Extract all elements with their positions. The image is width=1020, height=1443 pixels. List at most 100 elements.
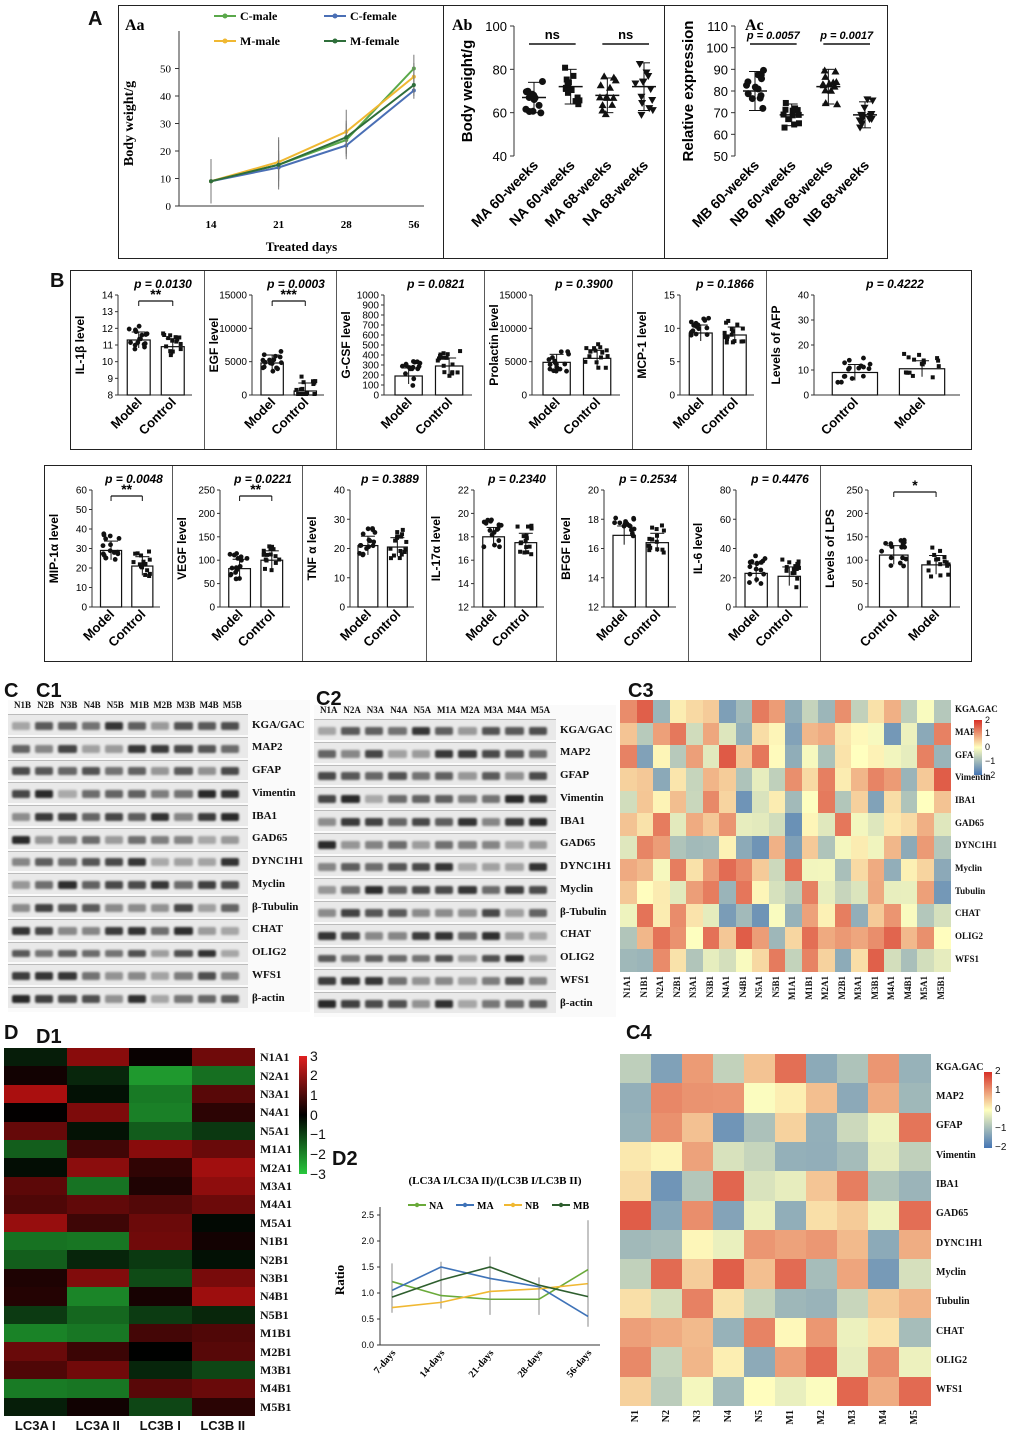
- heatmap-cell: [4, 1324, 67, 1343]
- heatmap-cell: [735, 881, 753, 905]
- heatmap-scale-label: −2: [310, 1145, 326, 1162]
- B-GCSF-ytick-label: 200: [362, 371, 379, 382]
- blot-band: [58, 721, 77, 730]
- heatmap-cell: [868, 1347, 900, 1378]
- heatmap-scale-label: −3: [310, 1165, 326, 1182]
- panel-Aa-frame: Aa 0 10 20 30 40 50 14 21 28 56 Treated days Body we…: [118, 5, 444, 259]
- heatmap-cell: [129, 1342, 192, 1362]
- heatmap-cell: [620, 836, 637, 860]
- Ac-point: [792, 105, 799, 112]
- heatmap-cell: [801, 836, 819, 860]
- B-MCP1-point: [730, 340, 735, 345]
- B-EGF-point: [261, 352, 267, 358]
- blot-band: [341, 772, 360, 781]
- heatmap-cell: [837, 1142, 869, 1172]
- B-GCSF-point: [403, 361, 409, 367]
- blot-protein-label: Myclin: [252, 877, 285, 890]
- B-LPS-xtick-label: Model: [905, 607, 942, 644]
- B-LPS-point: [945, 563, 950, 568]
- heatmap-col-label: M2A1: [820, 976, 831, 1000]
- heatmap-cell: [682, 1347, 714, 1378]
- heatmap-cell: [191, 1232, 255, 1251]
- B-AFP-point: [846, 357, 852, 363]
- blot-band: [174, 995, 193, 1004]
- B-AFP-point: [930, 375, 935, 380]
- B-EGF-ytick-label: 0: [241, 391, 247, 402]
- B-LPS-point: [936, 557, 941, 562]
- heatmap-cell: [129, 1360, 192, 1380]
- blot-band: [104, 881, 123, 890]
- B-PRL-point: [600, 350, 605, 355]
- heatmap-cell: [653, 926, 670, 950]
- blot-strip: [8, 805, 248, 826]
- heatmap-cell: [851, 881, 868, 905]
- B-PRL-xtick-label: Control: [560, 395, 603, 438]
- blot-band: [364, 977, 384, 986]
- heatmap-cell: [785, 926, 802, 950]
- B-VEGF-point: [229, 565, 235, 571]
- heatmap-cell: [768, 926, 786, 950]
- B-IL1b-point: [178, 341, 183, 346]
- heatmap-cell: [719, 768, 736, 792]
- B-BFGF-point: [650, 525, 655, 530]
- Ac-point: [821, 86, 830, 94]
- D2-ytick-label: 1.5: [361, 1262, 374, 1272]
- blot-lane-label: M3B: [176, 700, 196, 710]
- heatmap-cell: [686, 904, 703, 928]
- B-AFP-ytick-label: 0: [803, 391, 809, 402]
- heatmap-cell: [719, 949, 736, 973]
- blot-band: [197, 790, 216, 799]
- B-GCSF-point: [442, 370, 447, 375]
- blot-band: [197, 858, 216, 867]
- B-TNF-point: [372, 530, 378, 535]
- D2-xtick-label: 7-days: [372, 1348, 398, 1376]
- B-VEGF-point: [277, 557, 282, 562]
- heatmap-cell: [66, 1121, 130, 1141]
- heatmap-cell: [669, 926, 687, 950]
- blot-band: [12, 903, 31, 912]
- heatmap-cell: [129, 1287, 192, 1307]
- heatmap-cell: [917, 813, 934, 837]
- B-MCP1-point: [735, 322, 740, 327]
- heatmap-cell: [933, 790, 951, 814]
- Ab-point: [562, 84, 569, 91]
- Ab-point: [646, 86, 655, 94]
- blot-band: [318, 840, 337, 849]
- B-AFP-point: [842, 373, 848, 379]
- B-IL17-ylabel: IL-17α level: [429, 516, 443, 581]
- heatmap-cell: [191, 1158, 255, 1178]
- blot-band: [481, 954, 501, 963]
- B-EGF-ylabel: EGF level: [207, 318, 221, 373]
- heatmap-cell: [806, 1112, 838, 1143]
- heatmap-cell: [702, 881, 720, 905]
- blot-band: [174, 926, 193, 935]
- blot-band: [318, 749, 337, 758]
- heatmap-cell: [191, 1360, 255, 1380]
- B-PRL-point: [547, 366, 553, 372]
- heatmap-cell: [651, 1259, 683, 1290]
- blot-band: [81, 790, 100, 799]
- blot-band: [58, 858, 77, 867]
- B-MIP-ytick-label: 0: [81, 603, 87, 614]
- B-IL6-point: [795, 563, 800, 568]
- Ab-sig-label: ns: [545, 27, 560, 42]
- heatmap-cell: [884, 768, 901, 792]
- B-MIP-ytick-label: 30: [76, 544, 88, 555]
- heatmap-cell: [917, 768, 934, 792]
- heatmap-cell: [752, 790, 769, 814]
- heatmap-col-label: M2B1: [836, 976, 847, 1000]
- B-AFP-point: [917, 352, 922, 357]
- B-IL6-point: [784, 568, 789, 573]
- heatmap-cell: [669, 813, 687, 837]
- B-EGF-point: [294, 387, 299, 392]
- heatmap-cell: [868, 1112, 900, 1143]
- B-IL6-ytick-label: 0: [725, 603, 731, 614]
- panel-label-C1: C1: [36, 680, 62, 702]
- blot-band: [151, 858, 170, 867]
- B-TNF-point: [391, 553, 396, 558]
- blot-band: [481, 886, 501, 895]
- heatmap-cell: [775, 1171, 807, 1202]
- heatmap-cell: [837, 1112, 869, 1143]
- heatmap-cell: [4, 1176, 67, 1196]
- heatmap-cell: [66, 1158, 130, 1178]
